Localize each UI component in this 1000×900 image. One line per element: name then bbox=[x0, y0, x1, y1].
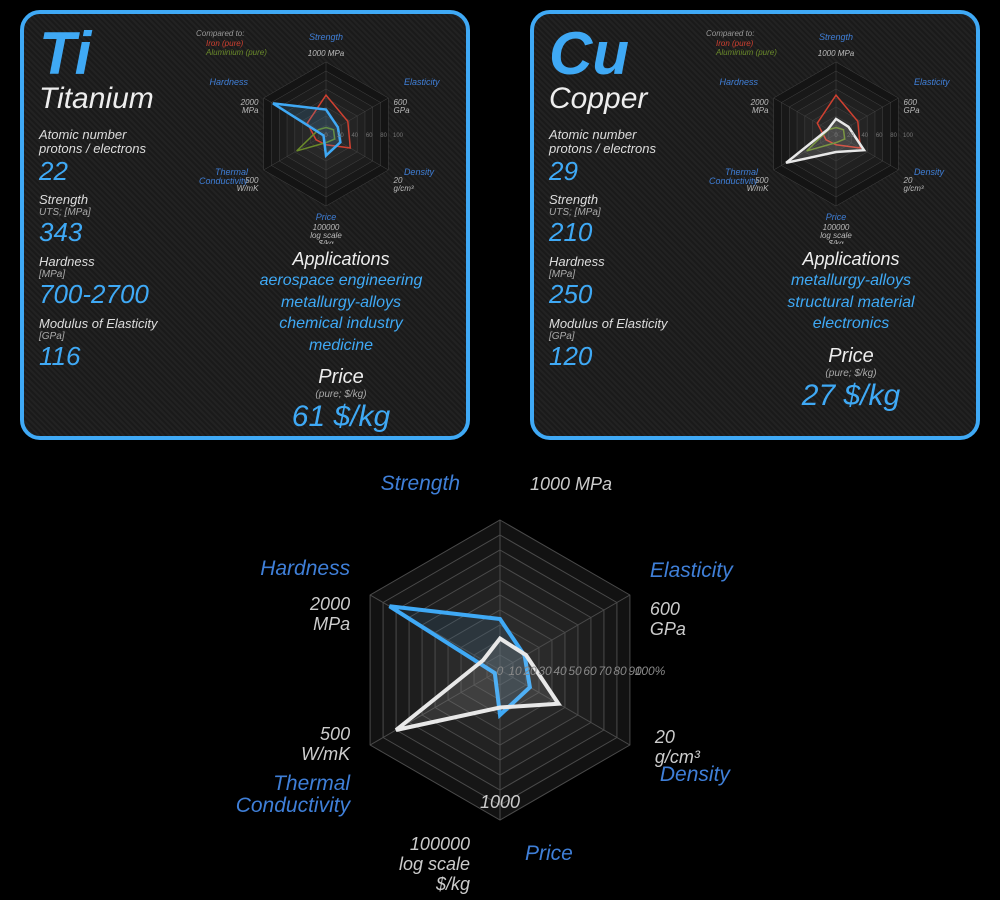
svg-text:GPa: GPa bbox=[650, 619, 686, 639]
applications-list: aerospace engineeringmetallurgy-alloysch… bbox=[231, 270, 451, 356]
svg-text:Iron (pure): Iron (pure) bbox=[716, 39, 754, 48]
price-value: 27 $/kg bbox=[741, 379, 961, 413]
svg-text:60: 60 bbox=[876, 133, 883, 139]
svg-text:MPa: MPa bbox=[242, 106, 259, 115]
svg-text:Hardness: Hardness bbox=[210, 77, 249, 87]
svg-text:$/kg: $/kg bbox=[317, 239, 334, 244]
element-card-ti: Ti Titanium Atomic numberprotons / elect… bbox=[20, 10, 470, 440]
svg-text:30: 30 bbox=[538, 664, 552, 678]
svg-text:40: 40 bbox=[351, 133, 358, 139]
svg-text:600: 600 bbox=[650, 599, 680, 619]
svg-text:MPa: MPa bbox=[313, 614, 350, 634]
svg-text:1000: 1000 bbox=[480, 792, 520, 812]
svg-text:Aluminium (pure): Aluminium (pure) bbox=[715, 48, 777, 57]
svg-text:100: 100 bbox=[393, 133, 404, 139]
element-radar-small: Strength1000 MPaElasticity600GPaDensity2… bbox=[686, 24, 966, 244]
svg-text:g/cm³: g/cm³ bbox=[394, 184, 414, 193]
svg-text:Strength: Strength bbox=[819, 32, 853, 42]
svg-text:g/cm³: g/cm³ bbox=[655, 747, 701, 767]
svg-text:Price: Price bbox=[525, 842, 573, 865]
svg-text:500: 500 bbox=[320, 724, 350, 744]
svg-text:80: 80 bbox=[380, 133, 387, 139]
svg-text:Strength: Strength bbox=[309, 32, 343, 42]
svg-text:Elasticity: Elasticity bbox=[650, 559, 734, 582]
svg-text:Compared to:: Compared to: bbox=[196, 29, 244, 38]
svg-text:0: 0 bbox=[497, 664, 504, 678]
svg-text:Elasticity: Elasticity bbox=[404, 77, 440, 87]
svg-text:60: 60 bbox=[366, 133, 373, 139]
svg-text:Compared to:: Compared to: bbox=[706, 29, 754, 38]
svg-text:70: 70 bbox=[598, 664, 612, 678]
svg-text:GPa: GPa bbox=[394, 106, 411, 115]
svg-text:Hardness: Hardness bbox=[720, 77, 759, 87]
svg-text:100%: 100% bbox=[635, 664, 666, 678]
svg-text:50: 50 bbox=[568, 664, 582, 678]
svg-text:80: 80 bbox=[890, 133, 897, 139]
comparison-radar-chart: 0102030405060708090100%Strength1000 MPaE… bbox=[160, 440, 840, 900]
price-label: Price bbox=[741, 345, 961, 368]
svg-text:W/mK: W/mK bbox=[237, 184, 259, 193]
svg-text:100: 100 bbox=[903, 133, 914, 139]
element-card-cu: Cu Copper Atomic numberprotons / electro… bbox=[530, 10, 980, 440]
svg-text:40: 40 bbox=[553, 664, 567, 678]
svg-text:$/kg: $/kg bbox=[827, 239, 844, 244]
svg-text:g/cm³: g/cm³ bbox=[904, 184, 924, 193]
svg-text:20: 20 bbox=[847, 133, 854, 139]
svg-text:40: 40 bbox=[861, 133, 868, 139]
applications-label: Applications bbox=[741, 249, 961, 270]
svg-text:GPa: GPa bbox=[904, 106, 921, 115]
svg-text:1000 MPa: 1000 MPa bbox=[308, 49, 345, 58]
svg-text:10: 10 bbox=[508, 664, 522, 678]
svg-text:20: 20 bbox=[522, 664, 537, 678]
applications-list: metallurgy-alloysstructural materialelec… bbox=[741, 270, 961, 335]
price-value: 61 $/kg bbox=[231, 400, 451, 434]
svg-text:Hardness: Hardness bbox=[260, 557, 350, 580]
applications-label: Applications bbox=[231, 249, 451, 270]
svg-text:W/mK: W/mK bbox=[747, 184, 769, 193]
svg-text:W/mK: W/mK bbox=[301, 744, 351, 764]
svg-text:Conductivity: Conductivity bbox=[236, 794, 352, 817]
svg-text:60: 60 bbox=[583, 664, 597, 678]
svg-text:MPa: MPa bbox=[752, 106, 769, 115]
svg-text:1000 MPa: 1000 MPa bbox=[530, 474, 612, 494]
svg-text:Density: Density bbox=[404, 167, 435, 177]
svg-text:80: 80 bbox=[613, 664, 627, 678]
svg-text:log scale: log scale bbox=[399, 854, 470, 874]
svg-text:Price: Price bbox=[826, 212, 847, 222]
svg-text:Strength: Strength bbox=[381, 472, 460, 495]
svg-text:Elasticity: Elasticity bbox=[914, 77, 950, 87]
svg-text:Density: Density bbox=[914, 167, 945, 177]
svg-text:1000 MPa: 1000 MPa bbox=[818, 49, 855, 58]
price-label: Price bbox=[231, 366, 451, 389]
svg-text:20: 20 bbox=[337, 133, 344, 139]
svg-text:Aluminium (pure): Aluminium (pure) bbox=[205, 48, 267, 57]
svg-text:100000: 100000 bbox=[410, 834, 470, 854]
element-radar-small: Strength1000 MPaElasticity600GPaDensity2… bbox=[176, 24, 456, 244]
svg-text:Price: Price bbox=[316, 212, 337, 222]
svg-text:$/kg: $/kg bbox=[435, 874, 470, 894]
svg-text:Thermal: Thermal bbox=[273, 772, 351, 795]
svg-text:Iron (pure): Iron (pure) bbox=[206, 39, 244, 48]
svg-text:2000: 2000 bbox=[309, 594, 350, 614]
svg-text:20: 20 bbox=[654, 727, 675, 747]
